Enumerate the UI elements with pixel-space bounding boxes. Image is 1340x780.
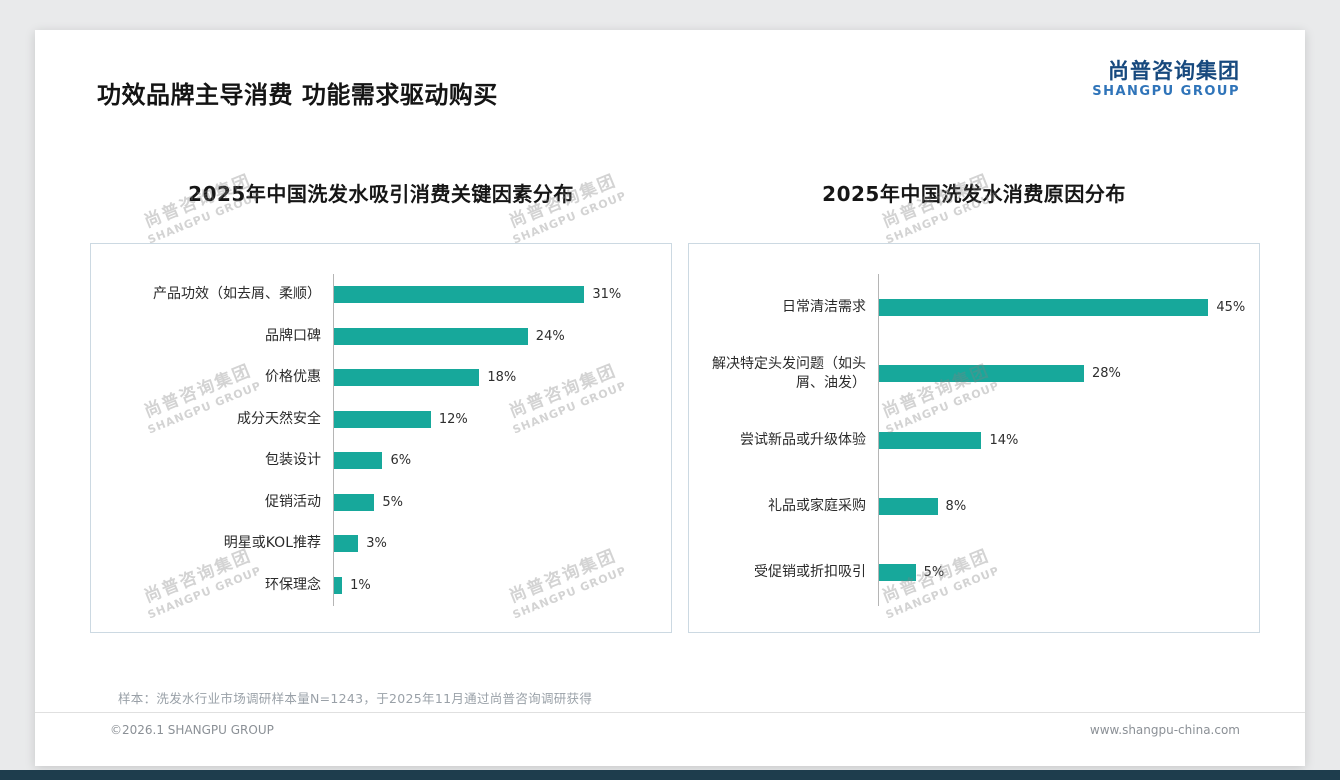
bar-track: 1%: [333, 564, 657, 606]
bar: [879, 564, 916, 582]
left-chart-panel: 产品功效（如去屑、柔顺） 31% 品牌口碑 24% 价格优惠 18% 成分天然安全 12% 包装…: [90, 243, 672, 633]
bar-track: 12%: [333, 398, 657, 440]
bar-value-label: 24%: [535, 328, 565, 344]
left-chart-title: 2025年中国洗发水吸引消费关键因素分布: [188, 182, 574, 206]
bar-category-label: 价格优惠: [265, 369, 321, 386]
company-logo-cn: 尚普咨询集团: [1108, 59, 1240, 83]
bar: [334, 369, 480, 387]
bar-track: 24%: [333, 315, 657, 357]
bar-value-label: 18%: [487, 370, 517, 386]
left-bar-chart: 产品功效（如去屑、柔顺） 31% 品牌口碑 24% 价格优惠 18% 成分天然安全 12% 包装…: [105, 274, 657, 606]
bar-value-label: 28%: [1091, 366, 1121, 382]
bar-track: 45%: [878, 274, 1246, 341]
bar-track: 8%: [878, 473, 1245, 540]
bar-row: 环保理念 1%: [105, 564, 657, 606]
company-logo-en: SHANGPU GROUP: [1092, 84, 1240, 100]
bar-row: 尝试新品或升级体验 14%: [703, 406, 1245, 474]
bar-value-label: 45%: [1216, 299, 1246, 315]
bottom-accent-band: [0, 770, 1340, 780]
bar: [334, 493, 375, 511]
bar-track: 3%: [333, 523, 657, 565]
bar-value-label: 8%: [945, 498, 967, 514]
bar-value-label: 31%: [592, 287, 622, 303]
bar: [334, 327, 528, 345]
bar-value-label: 3%: [366, 536, 387, 552]
bar-value-label: 5%: [923, 565, 945, 581]
bar-category-label: 成分天然安全: [237, 410, 321, 427]
bar-category-label: 礼品或家庭采购: [768, 497, 866, 514]
bar: [879, 431, 982, 449]
bar-track: 14%: [878, 406, 1245, 474]
right-chart-title: 2025年中国洗发水消费原因分布: [822, 182, 1126, 206]
bar-row: 解决特定头发问题（如头屑、油发） 28%: [703, 340, 1245, 407]
sample-footnote: 样本：洗发水行业市场调研样本量N=1243，于2025年11月通过尚普咨询调研获…: [118, 691, 593, 706]
slide-footer: ©2026.1 SHANGPU GROUP www.shangpu-china.…: [35, 712, 1305, 737]
bar-track: 28%: [878, 340, 1245, 407]
bar-value-label: 6%: [390, 453, 412, 469]
bar: [879, 298, 1209, 316]
footer-website: www.shangpu-china.com: [1089, 723, 1240, 737]
bar-category-label: 明星或KOL推荐: [223, 535, 321, 552]
bar-category-label: 解决特定头发问题（如头屑、油发）: [712, 355, 866, 391]
bar-category-label: 产品功效（如去屑、柔顺）: [153, 286, 321, 303]
page-title: 功效品牌主导消费 功能需求驱动购买: [97, 81, 498, 109]
bar-category-label: 尝试新品或升级体验: [740, 431, 866, 448]
bar-category-label: 受促销或折扣吸引: [754, 564, 866, 581]
bar-row: 促销活动 5%: [105, 481, 657, 523]
bar: [334, 576, 343, 594]
right-chart-panel: 日常清洁需求 45% 解决特定头发问题（如头屑、油发） 28% 尝试新品或升级体验 14%…: [688, 243, 1260, 633]
bar: [334, 535, 359, 553]
bar-category-label: 品牌口碑: [265, 327, 321, 344]
company-logo: 尚普咨询集团 SHANGPU GROUP: [1092, 58, 1240, 101]
bar: [334, 286, 585, 304]
bar-value-label: 12%: [438, 411, 468, 427]
bar-row: 价格优惠 18%: [105, 357, 657, 399]
bar-row: 包装设计 6%: [105, 440, 657, 482]
bar: [879, 497, 938, 515]
bar-track: 5%: [878, 539, 1245, 607]
bar-row: 产品功效（如去屑、柔顺） 31%: [105, 274, 657, 316]
footer-copyright: ©2026.1 SHANGPU GROUP: [110, 723, 274, 737]
bar: [334, 452, 383, 470]
bar-category-label: 环保理念: [265, 576, 321, 593]
bar-row: 礼品或家庭采购 8%: [703, 473, 1245, 540]
bar-row: 成分天然安全 12%: [105, 398, 657, 440]
bar-category-label: 包装设计: [265, 452, 321, 469]
bar-value-label: 1%: [350, 577, 371, 593]
bar-value-label: 14%: [989, 432, 1019, 448]
bar-track: 31%: [333, 274, 657, 316]
slide-card: 功效品牌主导消费 功能需求驱动购买 尚普咨询集团 SHANGPU GROUP 2…: [35, 30, 1305, 766]
right-bar-chart: 日常清洁需求 45% 解决特定头发问题（如头屑、油发） 28% 尝试新品或升级体验 14%…: [703, 274, 1246, 607]
bar-row: 日常清洁需求 45%: [703, 274, 1246, 341]
bar-track: 5%: [333, 481, 657, 523]
bar: [879, 365, 1084, 383]
bar-track: 6%: [333, 440, 657, 482]
bar-row: 明星或KOL推荐 3%: [105, 523, 657, 565]
bar-category-label: 日常清洁需求: [782, 298, 866, 315]
bar: [334, 410, 431, 428]
bar-value-label: 5%: [382, 494, 403, 510]
bar-track: 18%: [333, 357, 657, 399]
bar-row: 品牌口碑 24%: [105, 315, 657, 357]
bar-category-label: 促销活动: [265, 493, 321, 510]
bar-row: 受促销或折扣吸引 5%: [703, 539, 1245, 607]
